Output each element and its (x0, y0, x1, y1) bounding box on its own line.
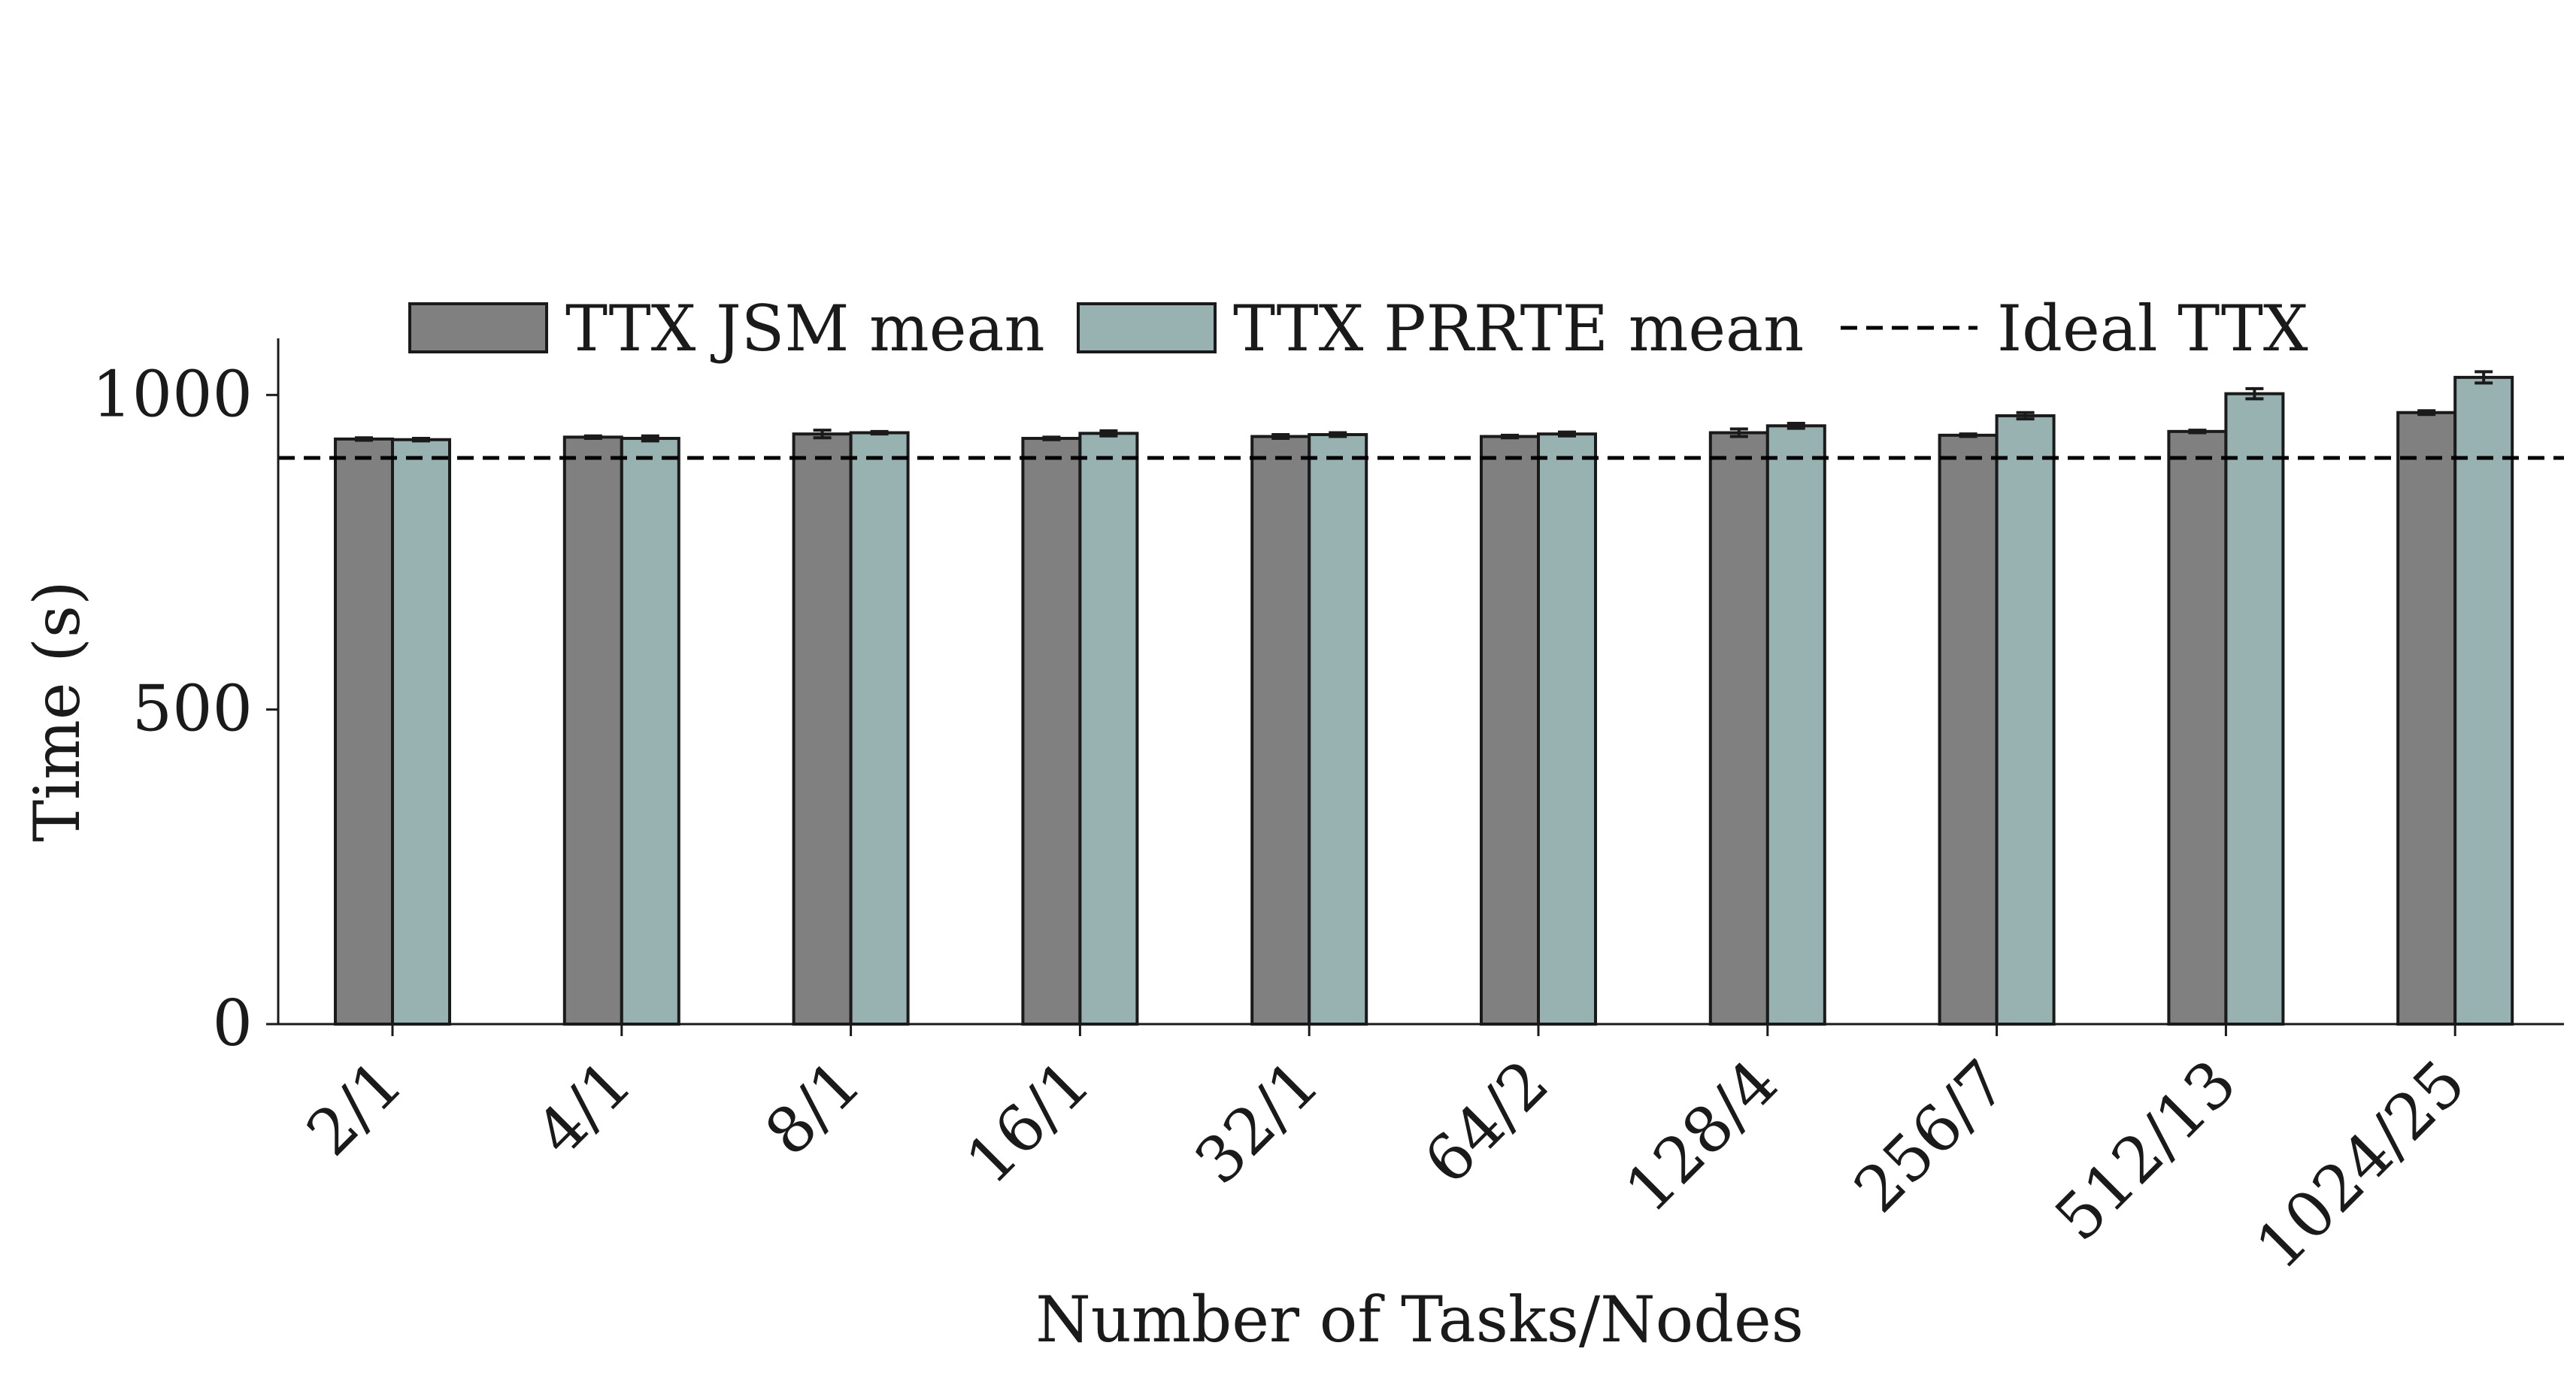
x-ticks: 2/1 4/1 8/1 16/1 32/1 64/2 128/4 256/7 512/13102… (292, 1024, 2479, 1284)
bar-ttx-prrte-mean-1024-25 (2453, 375, 2514, 1026)
bar-ttx-jsm-mean-256-7 (1938, 433, 1999, 1026)
legend-label-ideal-ttx: Ideal TTX (1997, 292, 2308, 365)
error-bar-ttx-prrte-mean-4-1 (641, 434, 659, 443)
x-tick-label-64-2: 64/2 (1410, 1046, 1562, 1199)
x-axis-label: Number of Tasks/Nodes (1035, 1283, 1804, 1356)
error-bar-ttx-jsm-mean-128-4 (1729, 427, 1748, 438)
error-bar-ttx-jsm-mean-512-13 (2188, 429, 2207, 435)
x-tick-label-512-13: 512/13 (2041, 1046, 2250, 1255)
bar-ttx-prrte-mean-8-1 (849, 431, 910, 1026)
bar-ttx-prrte-mean-256-7 (1995, 414, 2056, 1026)
error-bar-ttx-jsm-mean-8-1 (813, 429, 832, 440)
error-bar-ttx-jsm-mean-64-2 (1501, 433, 1519, 440)
bar-ttx-prrte-mean-4-1 (620, 437, 680, 1026)
error-bar-ttx-jsm-mean-32-1 (1271, 433, 1290, 441)
y-tick-label-500: 500 (132, 672, 253, 746)
x-tick-label-8-1: 8/1 (751, 1046, 875, 1170)
bar-ttx-prrte-mean-32-1 (1308, 433, 1368, 1026)
y-tick-label-1000: 1000 (92, 357, 253, 431)
error-bar-ttx-prrte-mean-128-4 (1787, 421, 1805, 430)
legend-swatch-ttx-prrte-mean (1077, 302, 1217, 353)
x-tick-label-2-1: 2/1 (292, 1046, 417, 1170)
legend-entry-3: Ideal TTX (1841, 292, 2308, 365)
legend-label-ttx-prrte-mean: TTX PRRTE mean (1233, 292, 1804, 365)
error-bar-ttx-jsm-mean-1024-25 (2417, 409, 2436, 417)
error-bar-ttx-jsm-mean-4-1 (583, 434, 602, 441)
bar-ttx-jsm-mean-64-2 (1480, 435, 1540, 1026)
axes-layer (277, 338, 2564, 1026)
x-tick-label-128-4: 128/4 (1611, 1046, 1791, 1226)
bar-ttx-jsm-mean-1024-25 (2396, 411, 2457, 1026)
error-bars-layer (355, 370, 2493, 443)
error-bar-ttx-prrte-mean-2-1 (412, 437, 430, 443)
y-tick-label-0: 0 (213, 987, 253, 1060)
bar-ttx-jsm-mean-512-13 (2167, 429, 2228, 1026)
error-bar-ttx-prrte-mean-256-7 (2016, 411, 2035, 421)
y-ticks: 0 500 1000 (92, 357, 278, 1060)
bar-ttx-jsm-mean-4-1 (562, 435, 623, 1026)
bar-ttx-prrte-mean-512-13 (2224, 392, 2285, 1026)
bars-layer (334, 375, 2514, 1026)
error-bar-ttx-prrte-mean-64-2 (1558, 430, 1576, 438)
legend-entry-1: TTX JSM mean (408, 292, 1045, 365)
bar-ttx-prrte-mean-16-1 (1078, 432, 1139, 1026)
bar-ttx-jsm-mean-16-1 (1021, 437, 1082, 1026)
bar-ttx-jsm-mean-8-1 (792, 432, 853, 1026)
error-bar-ttx-prrte-mean-8-1 (870, 429, 889, 436)
x-tick-label-4-1: 4/1 (522, 1046, 646, 1170)
bar-ttx-jsm-mean-32-1 (1250, 435, 1311, 1026)
error-bar-ttx-prrte-mean-1024-25 (2474, 370, 2493, 385)
bar-ttx-prrte-mean-128-4 (1765, 424, 1826, 1026)
error-bar-ttx-jsm-mean-16-1 (1042, 435, 1061, 441)
error-bar-ttx-prrte-mean-32-1 (1329, 431, 1347, 438)
y-axis-label: Time (s) (20, 580, 94, 842)
x-tick-label-16-1: 16/1 (952, 1046, 1105, 1199)
x-tick-label-256-7: 256/7 (1840, 1046, 2020, 1226)
error-bar-ttx-jsm-mean-2-1 (355, 436, 373, 442)
legend-swatch-ttx-jsm-mean (408, 302, 548, 353)
legend-label-ttx-jsm-mean: TTX JSM mean (565, 292, 1045, 365)
x-tick-label-1024-25: 1024/25 (2241, 1046, 2479, 1284)
legend-entry-2: TTX PRRTE mean (1077, 292, 1804, 365)
bar-ttx-jsm-mean-128-4 (1708, 431, 1769, 1026)
bar-ttx-prrte-mean-2-1 (391, 438, 451, 1026)
bar-ttx-prrte-mean-64-2 (1537, 432, 1597, 1026)
error-bar-ttx-jsm-mean-256-7 (1959, 432, 1977, 438)
error-bar-ttx-prrte-mean-16-1 (1099, 429, 1118, 438)
x-tick-label-32-1: 32/1 (1181, 1046, 1334, 1199)
legend: TTX JSM mean TTX PRRTE mean Ideal TTX (408, 292, 2308, 365)
bar-ttx-jsm-mean-2-1 (334, 437, 394, 1026)
error-bar-ttx-prrte-mean-512-13 (2245, 386, 2264, 401)
